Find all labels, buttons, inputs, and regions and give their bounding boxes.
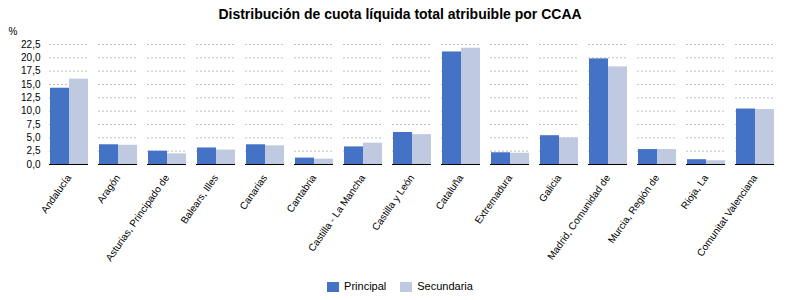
svg-text:Andalucía: Andalucía	[39, 172, 74, 215]
svg-text:Cantabria: Cantabria	[284, 172, 318, 214]
svg-text:%: %	[9, 26, 18, 37]
svg-text:0,0: 0,0	[27, 159, 41, 170]
svg-text:Galicia: Galicia	[537, 172, 564, 204]
svg-text:7,5: 7,5	[27, 119, 41, 130]
svg-text:Balears, Illes: Balears, Illes	[178, 172, 220, 225]
svg-text:Murcia, Región de: Murcia, Región de	[606, 172, 662, 245]
html-text:Distribución de cuota líquida: Distribución de cuota líquida total atri…	[218, 6, 582, 22]
svg-text:12,5: 12,5	[21, 92, 41, 103]
svg-text:2,5: 2,5	[27, 145, 41, 156]
svg-text:Aragón: Aragón	[95, 172, 123, 205]
svg-text:Asturias, Principado de: Asturias, Principado de	[103, 172, 171, 263]
svg-text:Castilla y León: Castilla y León	[370, 172, 417, 232]
svg-text:22,5: 22,5	[21, 39, 41, 50]
svg-text:Canarias: Canarias	[237, 172, 269, 211]
svg-text:10,0: 10,0	[21, 105, 41, 116]
svg-text:20,0: 20,0	[21, 52, 41, 63]
html-text:Secundaria: Secundaria	[417, 280, 473, 292]
svg-text:Cataluña: Cataluña	[433, 172, 465, 211]
html-text:Principal: Principal	[344, 280, 387, 292]
svg-text:5,0: 5,0	[27, 132, 41, 143]
svg-text:17,5: 17,5	[21, 65, 41, 76]
svg-text:Castilla - La Mancha: Castilla - La Mancha	[306, 172, 368, 253]
svg-text:15,0: 15,0	[21, 79, 41, 90]
svg-text:Madrid, Comunidad de: Madrid, Comunidad de	[545, 172, 612, 262]
svg-text:Rioja, La: Rioja, La	[679, 172, 711, 211]
svg-text:Comunitat Valenciana: Comunitat Valenciana	[695, 172, 760, 258]
svg-text:Extremadura: Extremadura	[472, 172, 514, 226]
